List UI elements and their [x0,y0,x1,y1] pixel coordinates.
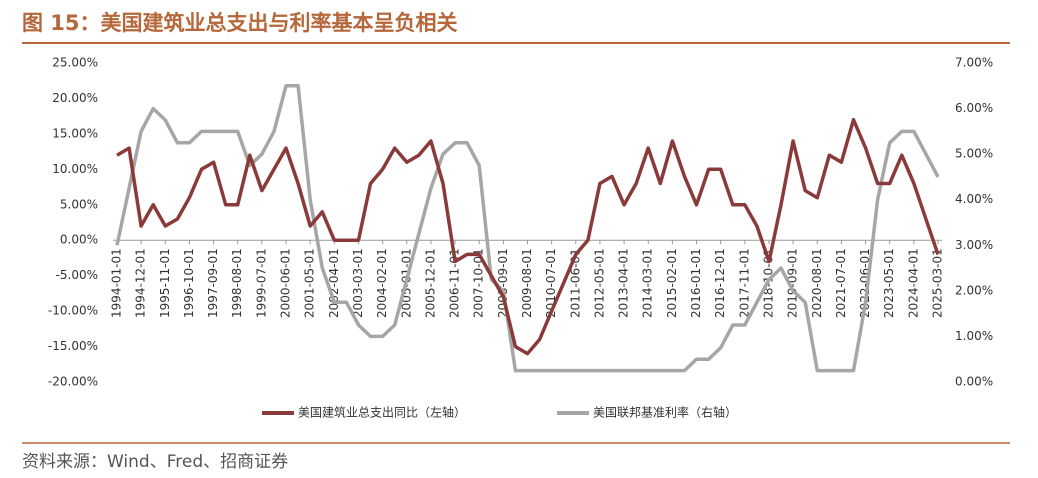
x-tick-label: 2012-05-01 [592,248,606,318]
y2-tick-label: 7.00% [955,56,993,70]
y-tick-label: 0.00% [60,233,98,247]
y-tick-label: 5.00% [60,197,98,211]
x-tick-label: 2002-04-01 [327,248,341,318]
legend-label: 美国联邦基准利率（右轴） [593,405,737,420]
x-tick-label: 2016-12-01 [713,248,727,318]
x-tick-label: 2000-06-01 [279,248,293,318]
y-tick-label: 10.00% [52,162,98,176]
x-tick-label: 1998-08-01 [230,248,244,318]
y-tick-label: -10.00% [48,304,98,318]
x-tick-label: 1999-07-01 [254,248,268,318]
y2-tick-label: 6.00% [955,101,993,115]
x-tick-label: 2006-11-01 [448,248,462,318]
x-tick-label: 2023-05-01 [882,248,896,318]
x-tick-label: 2015-02-01 [665,248,679,318]
x-tick-label: 2014-03-01 [641,248,655,318]
y2-tick-label: 2.00% [955,283,993,297]
chart-title: 图 15：美国建筑业总支出与利率基本呈负相关 [22,11,458,35]
series-line [116,117,940,356]
x-tick-label: 1997-09-01 [206,248,220,318]
x-tick-label: 1995-11-01 [158,248,172,318]
x-tick-label: 2017-11-01 [737,248,751,318]
x-tick-label: 2025-03-01 [931,248,945,318]
y-tick-label: 25.00% [52,56,98,70]
x-tick-label: 1994-01-01 [110,248,124,318]
y2-tick-label: 3.00% [955,238,993,252]
x-tick-label: 2005-12-01 [423,248,437,318]
y-tick-label: 20.00% [52,91,98,105]
y-tick-label: -15.00% [48,339,98,353]
x-tick-label: 2001-05-01 [303,248,317,318]
x-tick-label: 2007-10-01 [472,248,486,318]
y2-tick-label: 0.00% [955,375,993,389]
x-tick-label: 2024-04-01 [906,248,920,318]
x-tick-label: 2020-08-01 [810,248,824,318]
x-tick-label: 2019-09-01 [786,248,800,318]
y2-tick-label: 5.00% [955,147,993,161]
y2-tick-label: 4.00% [955,192,993,206]
x-tick-label: 2004-02-01 [375,248,389,318]
y2-tick-label: 1.00% [955,329,993,343]
x-tick-label: 2016-01-01 [689,248,703,318]
y-tick-label: 15.00% [52,126,98,140]
y-tick-label: -20.00% [48,375,98,389]
x-tick-label: 2021-07-01 [834,248,848,318]
x-tick-label: 1994-12-01 [134,248,148,318]
legend-label: 美国建筑业总支出同比（左轴） [298,405,466,420]
x-tick-label: 2003-03-01 [351,248,365,318]
y-tick-label: -5.00% [56,268,98,282]
series-line [115,84,940,373]
source: 资料来源：Wind、Fred、招商证券 [22,452,288,472]
x-tick-label: 2009-08-01 [520,248,534,318]
x-tick-label: 2013-04-01 [617,248,631,318]
x-tick-label: 2010-07-01 [544,248,558,318]
x-tick-label: 1996-10-01 [182,248,196,318]
